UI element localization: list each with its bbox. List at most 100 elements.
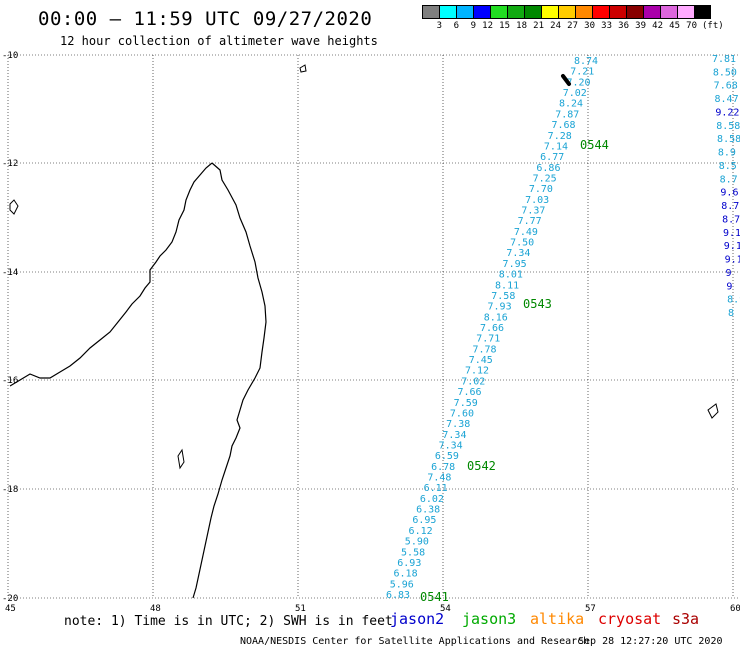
coastline-islet [707, 403, 719, 419]
scale-swatch [609, 5, 626, 19]
wave-height-value: 8.24 [559, 99, 583, 110]
wave-height-value: 7.60 [450, 408, 474, 419]
wave-height-value: 7.49 [514, 227, 538, 238]
wave-height-value: 7.34 [442, 430, 466, 441]
wave-height-value: 8.7 [722, 214, 740, 225]
wave-height-value: 7.14 [544, 141, 568, 152]
scale-unit: (ft) [702, 21, 724, 31]
wave-height-value: 6.02 [420, 494, 444, 505]
scale-label: 24 [550, 21, 561, 31]
wave-height-value: 9.22 [715, 107, 739, 118]
wave-height-value: 7.68 [551, 120, 575, 131]
scale-swatch [490, 5, 507, 19]
wave-height-value: 7.20 [566, 77, 590, 88]
wave-height-value: 9 [726, 281, 732, 292]
wave-height-value: 5.90 [405, 537, 429, 548]
scale-label: 15 [499, 21, 510, 31]
wave-height-value: 8.7 [721, 201, 739, 212]
wave-height-value: 9.1 [724, 241, 740, 252]
lat-tick-label: -20 [2, 594, 18, 604]
wave-height-value: 7.02 [563, 88, 587, 99]
lat-tick-label: -16 [2, 376, 18, 386]
scale-label: 70 [686, 21, 697, 31]
wave-height-value: 7.37 [521, 206, 545, 217]
scale-label: 3 [436, 21, 442, 31]
map-subtitle: 12 hour collection of altimeter wave hei… [60, 34, 378, 48]
scale-swatch [575, 5, 592, 19]
wave-height-value: 7.66 [480, 323, 504, 334]
generated-timestamp: Sep 28 12:27:20 UTC 2020 [578, 636, 723, 647]
wave-height-value: 8.74 [574, 56, 598, 67]
wave-height-value: 6.11 [424, 483, 448, 494]
wave-height-value: 7.71 [476, 334, 500, 345]
wave-height-value: 9.1 [725, 255, 740, 266]
wave-height-value: 7.34 [506, 248, 530, 259]
lat-tick-label: -14 [2, 268, 18, 278]
wave-height-value: 6.59 [435, 451, 459, 462]
wave-height-value: 7.87 [555, 109, 579, 120]
wave-height-value: 7.03 [525, 195, 549, 206]
track-start-marker [561, 74, 571, 86]
wave-height-value: 9.6 [720, 188, 738, 199]
coastline-islet [177, 448, 185, 470]
lat-lon-grid [7, 54, 740, 599]
credit-text: NOAA/NESDIS Center for Satellite Applica… [240, 636, 590, 647]
scale-swatch [473, 5, 490, 19]
wave-height-value: 6.86 [536, 163, 560, 174]
track-time-label: 0544 [580, 138, 609, 152]
scale-label: 45 [669, 21, 680, 31]
altimeter-track-main: 8.747.217.207.028.247.877.687.287.146.77… [386, 56, 598, 601]
satellite-legend-item: jason2 [390, 610, 445, 628]
track-time-label: 0541 [420, 590, 449, 604]
lon-tick-label: 45 [5, 604, 16, 614]
scale-label: 9 [470, 21, 476, 31]
wave-height-value: 6.95 [412, 515, 436, 526]
lon-tick-label: 51 [295, 604, 306, 614]
scale-swatch [422, 5, 439, 19]
coastline-islet [299, 64, 307, 73]
wave-height-value: 8.7 [720, 174, 738, 185]
satellite-legend-item: cryosat [598, 610, 662, 628]
wave-height-value: 7.59 [454, 398, 478, 409]
wave-height-value: 7.66 [457, 387, 481, 398]
wave-height-value: 7.68 [714, 81, 738, 92]
wave-height-value: 8.50 [713, 67, 737, 78]
wave-height-value: 7.21 [570, 67, 594, 78]
wave-height-value: 8.58 [716, 121, 740, 132]
scale-swatch [660, 5, 677, 19]
wave-height-value: 6.93 [397, 558, 421, 569]
wave-height-value: 7.28 [548, 131, 572, 142]
lon-tick-label: 60 [730, 604, 740, 614]
scale-swatch [558, 5, 575, 19]
wave-height-value: 6.77 [540, 152, 564, 163]
wave-height-value: 9 [725, 268, 731, 279]
scale-swatch [694, 5, 711, 19]
scale-label: 6 [453, 21, 459, 31]
wave-height-value: 7.12 [465, 366, 489, 377]
wave-height-value: 7.50 [510, 238, 534, 249]
scale-swatch [677, 5, 694, 19]
wave-height-value: 7.81 [712, 54, 736, 65]
wave-height-value: 7.45 [469, 355, 493, 366]
wave-height-value: 8.58 [717, 134, 740, 145]
scale-label: 30 [584, 21, 595, 31]
lat-tick-label: -12 [2, 159, 18, 169]
lat-tick-label: -18 [2, 485, 18, 495]
satellite-legend-item: s3a [672, 610, 700, 628]
scale-label: 12 [482, 21, 493, 31]
wave-height-value: 5.96 [390, 579, 414, 590]
lon-tick-label: 48 [150, 604, 161, 614]
lon-tick-label: 54 [440, 604, 451, 614]
scale-label: 27 [567, 21, 578, 31]
color-scale-bar [422, 5, 711, 21]
wave-height-value: 5.58 [401, 547, 425, 558]
wave-height-value: 7.02 [461, 376, 485, 387]
wave-height-value: 8.01 [499, 270, 523, 281]
wave-height-value: 6.12 [409, 526, 433, 537]
units-note: note: 1) Time is in UTC; 2) SWH is in fe… [64, 614, 393, 629]
wave-height-value: 8 [728, 308, 734, 319]
wave-height-value: 8.9 [718, 148, 736, 159]
lon-tick-label: 57 [585, 604, 596, 614]
